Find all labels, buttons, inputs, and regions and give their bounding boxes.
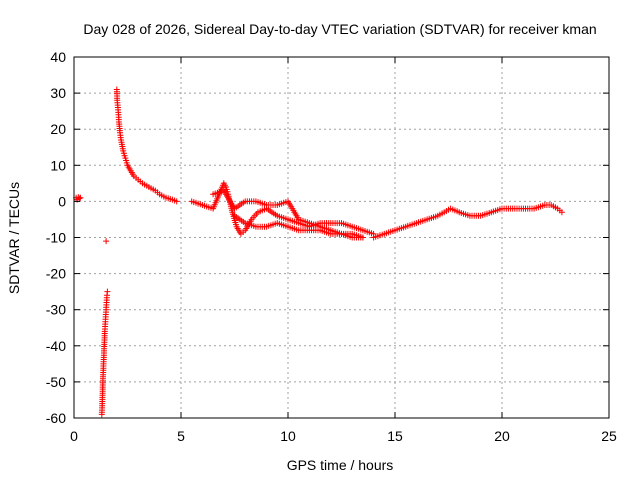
y-tick-label: 10: [50, 157, 66, 173]
x-tick-label: 0: [70, 428, 78, 444]
data-point: [77, 194, 84, 201]
x-tick-label: 5: [177, 428, 185, 444]
data-point: [103, 238, 110, 245]
y-axis-title: SDTVAR / TECUs: [6, 182, 22, 294]
axis-ticks: -60 -50 -40 -30 -20 -10 0 10 20 30 40 0 5 10 15 20 25: [46, 49, 617, 444]
data-points: [73, 86, 565, 418]
y-tick-label: -30: [46, 302, 66, 318]
data-point: [558, 209, 565, 216]
y-tick-label: -40: [46, 338, 66, 354]
y-tick-label: -50: [46, 374, 66, 390]
chart-title: Day 028 of 2026, Sidereal Day-to-day VTE…: [83, 21, 596, 37]
data-point: [359, 234, 366, 241]
x-axis-title: GPS time / hours: [287, 457, 394, 473]
data-point: [173, 198, 180, 205]
data-point: [76, 195, 83, 202]
y-tick-label: -20: [46, 266, 66, 282]
grid-layer: [74, 57, 609, 418]
x-tick-label: 10: [280, 428, 296, 444]
y-tick-label: 40: [50, 49, 66, 65]
data-point: [104, 288, 111, 295]
y-tick-label: -60: [46, 410, 66, 426]
y-tick-label: 20: [50, 121, 66, 137]
x-tick-label: 25: [601, 428, 617, 444]
x-tick-label: 15: [387, 428, 403, 444]
y-tick-label: -10: [46, 230, 66, 246]
x-tick-label: 20: [494, 428, 510, 444]
y-tick-label: 30: [50, 85, 66, 101]
y-tick-label: 0: [58, 193, 66, 209]
